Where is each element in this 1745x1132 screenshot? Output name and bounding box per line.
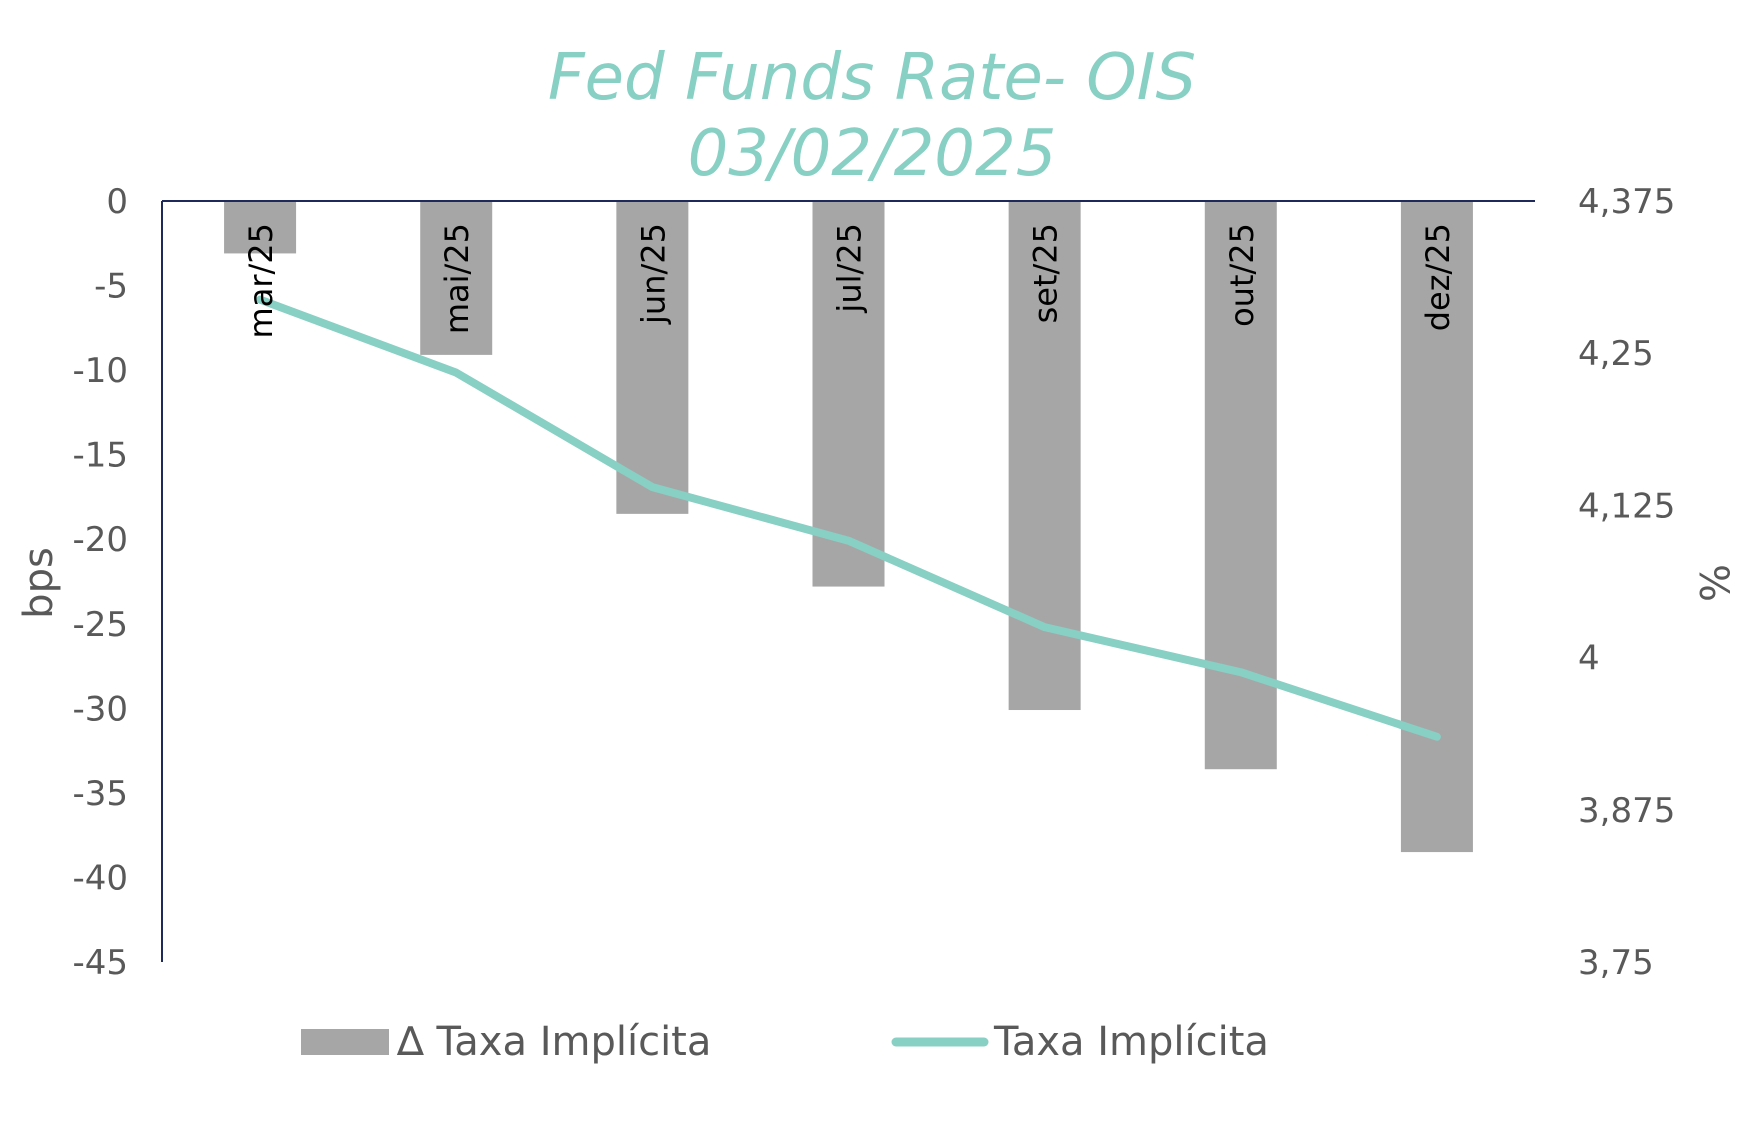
- legend: ∆ Taxa Implícita Taxa Implícita: [301, 1019, 1269, 1065]
- left-tick-label: -45: [72, 943, 128, 983]
- right-axis-title: %: [1690, 564, 1736, 602]
- category-label: set/25: [1027, 223, 1065, 323]
- line-layer: [256, 295, 1441, 741]
- right-axis-ticks: 4,375 4,25 4,125 4 3,875 3,75: [1578, 182, 1675, 983]
- bar-dez-25: [1400, 201, 1473, 853]
- right-tick-label: 4: [1578, 639, 1600, 679]
- left-tick-label: -15: [72, 436, 128, 476]
- axes-layer: [161, 200, 1535, 962]
- left-tick-label: -30: [72, 689, 128, 729]
- left-tick-label: -20: [72, 520, 128, 560]
- left-tick-label: -40: [72, 858, 128, 898]
- left-tick-label: -35: [72, 774, 128, 814]
- right-tick-label: 4,25: [1578, 334, 1654, 374]
- line-series-taxa-implicita: [256, 295, 1441, 741]
- right-tick-label: 4,125: [1578, 486, 1675, 526]
- category-label: mai/25: [438, 223, 476, 334]
- left-tick-label: -5: [94, 267, 128, 307]
- bar-jun-25: [616, 201, 689, 514]
- right-tick-label: 3,75: [1578, 943, 1654, 983]
- category-labels: mar/25 mai/25 jun/25 jul/25 set/25 out/25 dez/…: [242, 223, 1457, 338]
- category-label: jun/25: [634, 223, 672, 325]
- legend-bar-label: ∆ Taxa Implícita: [396, 1019, 711, 1065]
- left-tick-label: 0: [106, 182, 128, 222]
- chart-title: Fed Funds Rate- OIS: [548, 41, 1196, 115]
- bar-mai-25: [420, 201, 493, 355]
- legend-bar-swatch: [301, 1029, 389, 1055]
- left-axis-title: bps: [16, 547, 62, 619]
- legend-line-label: Taxa Implícita: [993, 1019, 1269, 1065]
- category-label: mar/25: [242, 223, 280, 338]
- category-label: jul/25: [831, 223, 869, 314]
- left-tick-label: -10: [72, 351, 128, 391]
- right-tick-label: 3,875: [1578, 791, 1675, 831]
- category-label: out/25: [1223, 223, 1261, 327]
- left-tick-label: -25: [72, 605, 128, 645]
- category-label: dez/25: [1419, 223, 1457, 331]
- left-axis-ticks: 0 -5 -10 -15 -20 -25 -30 -35 -40 -45: [72, 182, 128, 983]
- right-tick-label: 4,375: [1578, 182, 1675, 222]
- chart-subtitle: 03/02/2025: [688, 117, 1057, 191]
- bar-jul-25: [812, 201, 885, 587]
- bar-mar-25: [224, 201, 297, 254]
